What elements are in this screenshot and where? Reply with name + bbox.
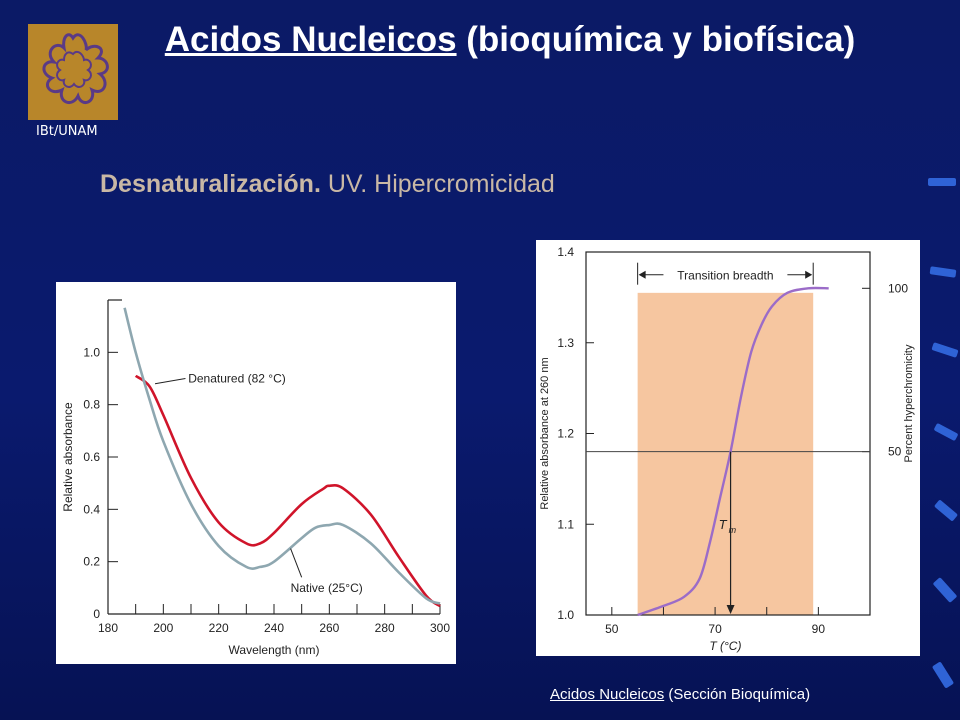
y-tick-label: 1.0 [557, 608, 574, 622]
denatured-curve [134, 374, 441, 608]
denatured-leader [154, 378, 186, 385]
dna-ring-logo-icon [28, 24, 118, 120]
y2-tick-label: 50 [888, 445, 902, 459]
absorbance-spectrum-svg: 0 0.2 0.4 0.6 0.8 1.0 180 200 220 240 260 280 300 Wav… [61, 299, 450, 657]
y-tick-label: 1.4 [557, 245, 574, 259]
decorative-dash [932, 576, 958, 604]
y-tick-label: 1.0 [83, 345, 100, 359]
tm-label-sub: m [729, 525, 737, 535]
transition-shading [637, 292, 814, 615]
y-tick-label: 0.4 [83, 502, 100, 516]
melting-curve [637, 286, 829, 617]
footer-text: (Sección Bioquímica) [664, 686, 811, 703]
decorative-dash [929, 266, 957, 278]
decorative-dash [931, 661, 955, 689]
y-tick-label: 1.3 [557, 336, 574, 350]
transition-arrowhead-right [805, 270, 813, 279]
x-tick-label: 70 [708, 622, 722, 636]
melting-curve-svg: Transition breadth 1.0 1.1 1.2 1.3 1.4 100 50 50… [539, 245, 915, 653]
decorative-dash [928, 178, 956, 186]
y-tick-label: 0.6 [83, 450, 100, 464]
title-text: (bioquímica y biofísica) [456, 20, 856, 59]
x-tick-label: 200 [153, 621, 173, 635]
title-link[interactable]: Acidos Nucleicos [164, 20, 457, 59]
decorative-dash [933, 422, 959, 442]
y-tick-label: 1.1 [557, 517, 574, 531]
y-tick-label: 0 [93, 607, 100, 621]
x-tick-label: 260 [319, 621, 339, 635]
y-axis-title: Relative absorbance [61, 402, 75, 512]
native-curve [123, 307, 441, 605]
x-tick-label: 280 [375, 621, 395, 635]
x-tick-label: 50 [605, 622, 619, 636]
decorative-dash [933, 499, 959, 522]
y-axis-title: Relative absorbance at 260 nm [539, 357, 551, 509]
y-tick-label: 0.2 [83, 555, 100, 569]
x-tick-label: 240 [264, 621, 284, 635]
decorative-dash [931, 342, 959, 358]
y-tick-label: 0.8 [83, 398, 100, 412]
subtitle-text: UV. Hipercromicidad [320, 170, 555, 198]
x-tick-label: 300 [430, 621, 450, 635]
x-tick-label: 180 [98, 621, 118, 635]
native-label: Native (25°C) [291, 581, 363, 595]
page-title: Acidos Nucleicos (bioquímica y biofísica… [150, 18, 870, 62]
logo-label: IBt/UNAM [36, 124, 98, 139]
absorbance-spectrum-chart: 0 0.2 0.4 0.6 0.8 1.0 180 200 220 240 260 280 300 Wav… [56, 282, 456, 664]
denatured-label: Denatured (82 °C) [188, 372, 286, 386]
footer-caption: Acidos Nucleicos (Sección Bioquímica) [550, 686, 810, 703]
x-axis-title: T (°C) [709, 639, 741, 653]
native-leader [290, 548, 303, 578]
y2-axis-title: Percent hyperchromicity [903, 344, 915, 462]
tm-label: T [719, 517, 728, 532]
subtitle-bold: Desnaturalización. [100, 170, 321, 198]
transition-arrowhead-left [638, 270, 646, 279]
y2-tick-label: 100 [888, 281, 908, 295]
x-tick-label: 90 [812, 622, 826, 636]
x-tick-label: 220 [209, 621, 229, 635]
slide-subtitle: Desnaturalización. UV. Hipercromicidad [100, 170, 555, 199]
tm-arrowhead [726, 605, 735, 614]
y-tick-label: 1.2 [557, 427, 574, 441]
x-axis-title: Wavelength (nm) [229, 643, 320, 657]
footer-link[interactable]: Acidos Nucleicos [550, 686, 665, 703]
transition-label: Transition breadth [677, 269, 773, 283]
melting-curve-chart: Transition breadth 1.0 1.1 1.2 1.3 1.4 100 50 50… [536, 240, 920, 656]
